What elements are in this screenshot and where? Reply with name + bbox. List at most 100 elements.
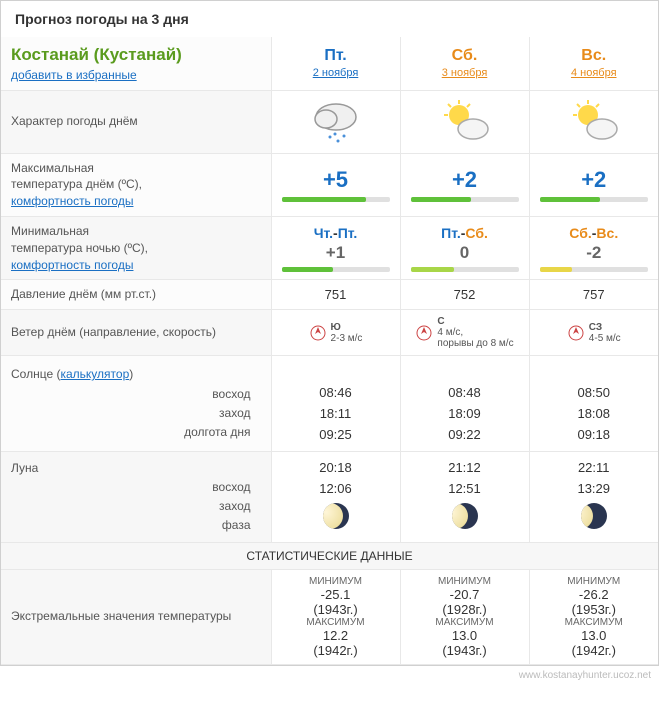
stat-max-value: 13.0 bbox=[411, 628, 519, 643]
stat-max-year: (1943г.) bbox=[411, 643, 519, 658]
stat-max-label: МАКСИМУМ bbox=[282, 617, 390, 628]
sunset-value: 18:08 bbox=[540, 404, 649, 425]
moon-phase-icon bbox=[452, 503, 478, 529]
temp-min-value: 0 bbox=[411, 243, 519, 263]
forecast-table: Костанай (Кустанай) добавить в избранные… bbox=[1, 37, 658, 665]
weather-forecast-widget: Прогноз погоды на 3 дня Костанай (Кустан… bbox=[0, 0, 659, 666]
comfort-link[interactable]: комфортность погоды bbox=[11, 194, 133, 208]
stat-min-year: (1953г.) bbox=[540, 602, 649, 617]
stat-min-year: (1928г.) bbox=[411, 602, 519, 617]
date-link[interactable]: 4 ноября bbox=[540, 67, 649, 79]
weather-icon-cell bbox=[271, 90, 400, 153]
row-label: Ветер днём (направление, скорость) bbox=[1, 310, 271, 356]
date-link[interactable]: 3 ноября bbox=[411, 67, 519, 79]
stat-min-label: МИНИМУМ bbox=[411, 576, 519, 587]
temp-min-value: +1 bbox=[282, 243, 390, 263]
extreme-row: Экстремальные значения температуры МИНИМ… bbox=[1, 569, 658, 664]
weather-character-row: Характер погоды днём bbox=[1, 90, 658, 153]
sunset-value: 18:11 bbox=[282, 404, 390, 425]
row-label: Давление днём (мм рт.ст.) bbox=[1, 280, 271, 310]
moonrise-label: восход bbox=[11, 478, 251, 497]
moonrise-value: 20:18 bbox=[282, 458, 390, 479]
row-label: Максимальная bbox=[11, 160, 261, 177]
snow-cloud-icon bbox=[308, 97, 364, 147]
wind-cell: СЗ4-5 м/с bbox=[540, 322, 649, 344]
night-range: Сб.-Вс. bbox=[540, 225, 649, 241]
stat-max-value: 12.2 bbox=[282, 628, 390, 643]
add-favorites-link[interactable]: добавить в избранные bbox=[11, 68, 137, 82]
tmin-row: Минимальная температура ночью (ºС), комф… bbox=[1, 216, 658, 279]
day-abbr: Пт. bbox=[282, 47, 390, 65]
row-label: Экстремальные значения температуры bbox=[1, 569, 271, 664]
moonset-value: 12:06 bbox=[282, 479, 390, 500]
stat-max-value: 13.0 bbox=[540, 628, 649, 643]
wind-row: Ветер днём (направление, скорость) Ю2-3 … bbox=[1, 310, 658, 356]
moon-phase-icon bbox=[581, 503, 607, 529]
sunset-label: заход bbox=[11, 404, 251, 423]
tmax-row: Максимальная температура днём (ºС), комф… bbox=[1, 153, 658, 216]
stat-max-label: МАКСИМУМ bbox=[540, 617, 649, 628]
comfort-link[interactable]: комфортность погоды bbox=[11, 258, 133, 272]
moonrise-value: 21:12 bbox=[411, 458, 519, 479]
wind-cell: С4 м/с,порывы до 8 м/с bbox=[411, 316, 519, 349]
stats-header: СТАТИСТИЧЕСКИЕ ДАННЫЕ bbox=[1, 542, 658, 569]
pressure-value: 757 bbox=[583, 287, 605, 302]
wind-arrow-icon bbox=[415, 324, 433, 342]
watermark: www.kostanayhunter.ucoz.net bbox=[0, 666, 659, 685]
temp-max-value: +2 bbox=[540, 167, 649, 193]
moon-phase-icon bbox=[323, 503, 349, 529]
wind-arrow-icon bbox=[309, 324, 327, 342]
wind-cell: Ю2-3 м/с bbox=[282, 322, 390, 344]
pressure-value: 751 bbox=[325, 287, 347, 302]
stat-max-label: МАКСИМУМ bbox=[411, 617, 519, 628]
moonrise-value: 22:11 bbox=[540, 458, 649, 479]
moonset-value: 13:29 bbox=[540, 479, 649, 500]
date-link[interactable]: 2 ноября bbox=[282, 67, 390, 79]
sun-title: Солнце bbox=[11, 367, 53, 381]
sun-cloud-icon bbox=[566, 97, 622, 147]
stat-min-label: МИНИМУМ bbox=[282, 576, 390, 587]
stat-max-year: (1942г.) bbox=[540, 643, 649, 658]
wind-arrow-icon bbox=[567, 324, 585, 342]
sunset-value: 18:09 bbox=[411, 404, 519, 425]
stat-min-value: -26.2 bbox=[540, 587, 649, 602]
temp-max-value: +2 bbox=[411, 167, 519, 193]
sun-cloud-icon bbox=[437, 97, 493, 147]
sun-row: Солнце (калькулятор) восход заход долгот… bbox=[1, 356, 658, 452]
row-label: температура днём (ºС), bbox=[11, 176, 261, 193]
moonset-value: 12:51 bbox=[411, 479, 519, 500]
night-range: Пт.-Сб. bbox=[411, 225, 519, 241]
stat-max-year: (1942г.) bbox=[282, 643, 390, 658]
weather-icon-cell bbox=[400, 90, 529, 153]
moon-row: Луна восход заход фаза 20:18 12:06 21:12… bbox=[1, 452, 658, 542]
moonset-label: заход bbox=[11, 497, 251, 516]
moon-title: Луна bbox=[11, 459, 251, 478]
day-abbr: Вс. bbox=[540, 47, 649, 65]
temp-min-value: -2 bbox=[540, 243, 649, 263]
sunrise-value: 08:48 bbox=[411, 383, 519, 404]
night-range: Чт.-Пт. bbox=[282, 225, 390, 241]
moonphase-label: фаза bbox=[11, 516, 251, 535]
pressure-row: Давление днём (мм рт.ст.) 751 752 757 bbox=[1, 280, 658, 310]
widget-title: Прогноз погоды на 3 дня bbox=[1, 1, 658, 37]
city-name: Костанай (Кустанай) bbox=[11, 43, 261, 67]
daylength-value: 09:22 bbox=[411, 425, 519, 446]
stat-min-value: -25.1 bbox=[282, 587, 390, 602]
row-label: Минимальная bbox=[11, 223, 261, 240]
stat-min-year: (1943г.) bbox=[282, 602, 390, 617]
stat-min-value: -20.7 bbox=[411, 587, 519, 602]
daylength-value: 09:18 bbox=[540, 425, 649, 446]
sunrise-value: 08:46 bbox=[282, 383, 390, 404]
sunrise-label: восход bbox=[11, 385, 251, 404]
weather-icon-cell bbox=[529, 90, 658, 153]
pressure-value: 752 bbox=[454, 287, 476, 302]
sun-calc-link[interactable]: калькулятор bbox=[60, 367, 129, 381]
day-abbr: Сб. bbox=[411, 47, 519, 65]
daylength-label: долгота дня bbox=[11, 423, 251, 442]
sunrise-value: 08:50 bbox=[540, 383, 649, 404]
row-label: Характер погоды днём bbox=[1, 90, 271, 153]
daylength-value: 09:25 bbox=[282, 425, 390, 446]
stat-min-label: МИНИМУМ bbox=[540, 576, 649, 587]
row-label: температура ночью (ºС), bbox=[11, 240, 261, 257]
header-row: Костанай (Кустанай) добавить в избранные… bbox=[1, 37, 658, 90]
